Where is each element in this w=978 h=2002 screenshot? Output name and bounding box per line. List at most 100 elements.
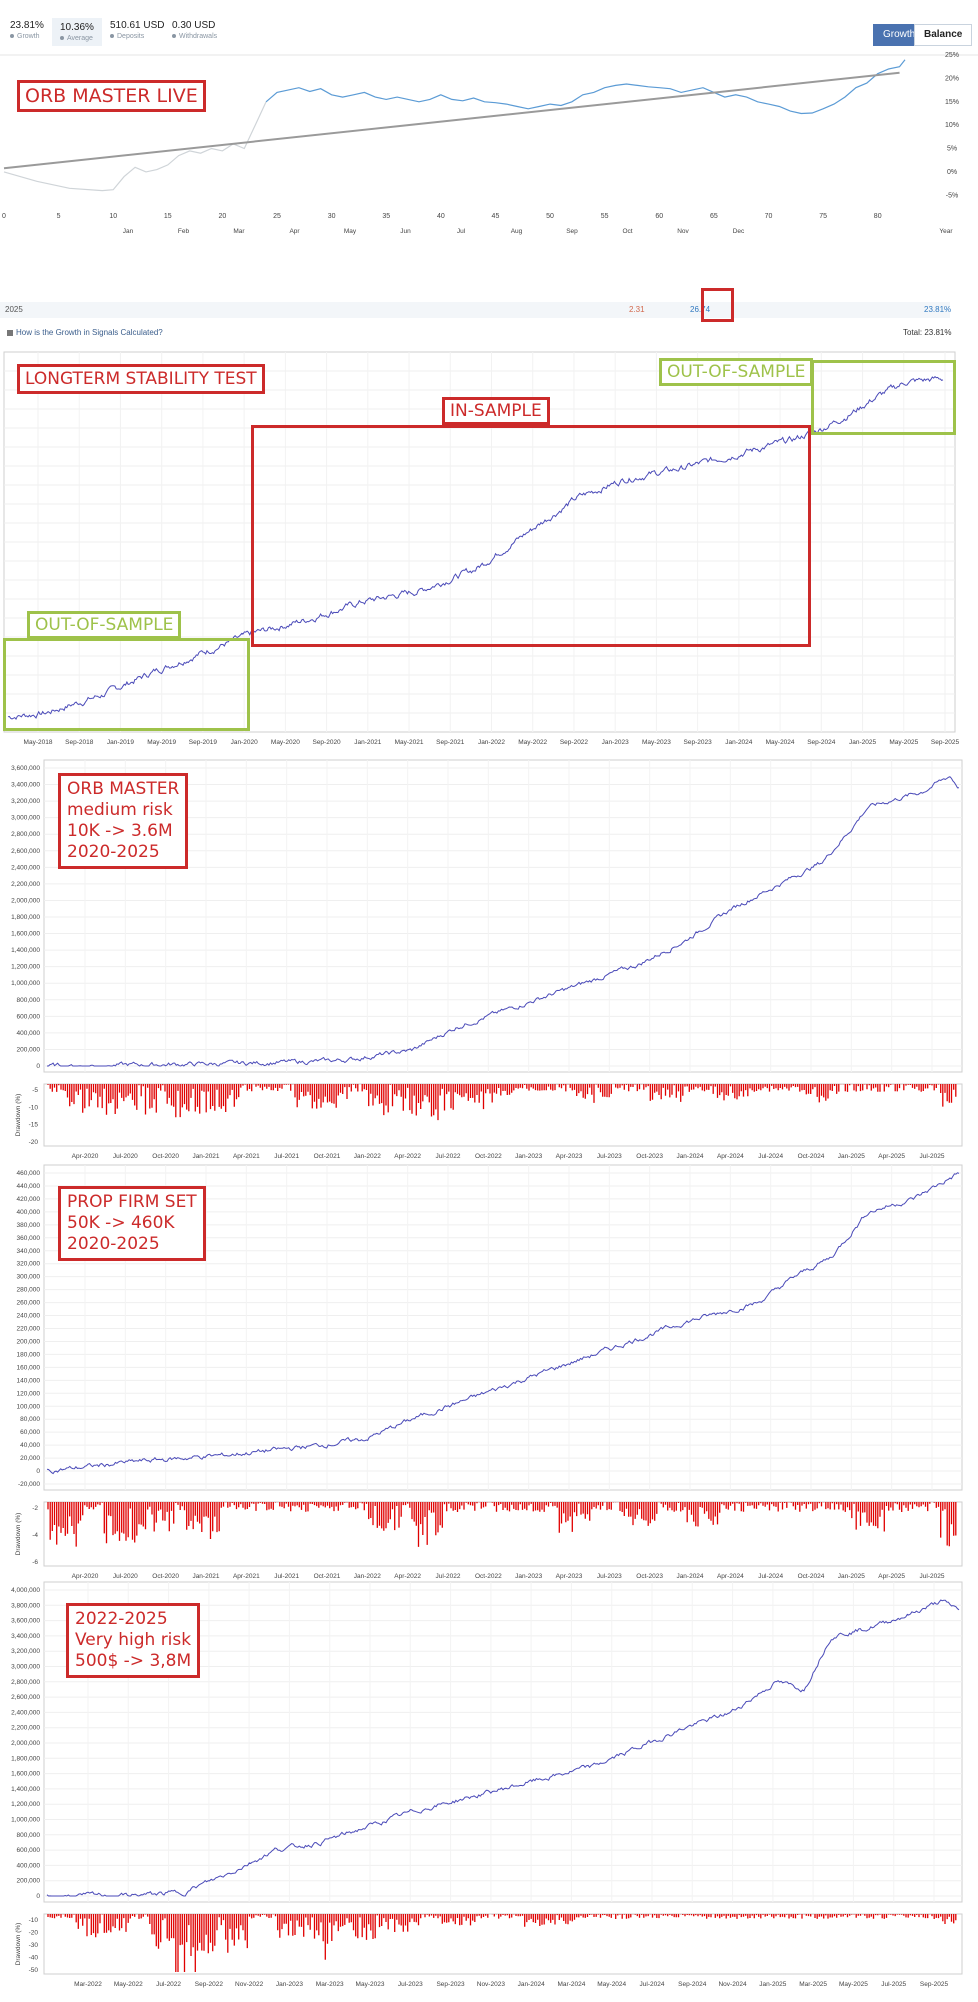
stat-growth-value: 23.81% [10,20,44,31]
month-tick-label: Aug [511,228,523,235]
month-tick-label: Apr [289,228,300,235]
y-tick-label: 1,800,000 [11,1755,40,1762]
y-tick-label: 3,000,000 [11,815,40,822]
x-tick-label: May-2021 [395,739,424,746]
x-tick-label: 65 [710,213,718,220]
y-tick-label: 100,000 [17,1403,41,1410]
y-tick-label: 2,000,000 [11,1740,40,1747]
x-tick-label: 20 [219,213,227,220]
y-tick-label: 420,000 [17,1196,41,1203]
help-link[interactable]: How is the Growth in Signals Calculated? [7,328,163,337]
balance-button[interactable]: Balance [914,24,973,46]
stat-growth[interactable]: 23.81% Growth [10,20,44,40]
y-tick-label: 80,000 [20,1416,40,1423]
dot-icon [60,36,64,41]
oct-highlight-box [701,288,734,322]
balance-line [7,376,944,721]
drawdown-plot-area [43,1501,963,1567]
dot-icon [10,34,14,39]
x-tick-label: 5 [57,213,61,220]
drawdown-tick-label: -6 [32,1559,38,1566]
drawdown-tick-label: -10 [29,1917,39,1924]
growth-button[interactable]: Growth [873,24,926,46]
y-tick-label: 600,000 [17,1847,41,1854]
x-tick-label: Jul-2024 [640,1981,665,1988]
balance-line [46,1172,960,1475]
drawdown-tick-label: -10 [29,1104,39,1111]
x-tick-label: 50 [546,213,554,220]
y-tick-label: 800,000 [17,997,41,1004]
y-tick-label: 1,600,000 [11,1771,40,1778]
x-tick-label: May-2024 [597,1981,626,1988]
x-tick-label: Jul-2020 [113,1153,138,1160]
x-tick-label: Nov-2023 [477,1981,506,1988]
x-tick-label: Apr-2024 [717,1153,744,1160]
x-tick-label: 25 [273,213,281,220]
x-tick-label: Oct-2024 [798,1573,825,1580]
plot-area [43,759,963,1073]
y-tick-label: 3,200,000 [11,1648,40,1655]
y-tick-label: 0 [36,1063,40,1070]
y-tick-label: 1,800,000 [11,914,40,921]
x-tick-label: Jan-2021 [192,1573,219,1580]
x-tick-label: Jan-2025 [838,1573,865,1580]
x-tick-label: Apr-2022 [394,1573,421,1580]
x-tick-label: May-2018 [24,739,53,746]
x-tick-label: May-2023 [356,1981,385,1988]
x-tick-label: Jan-2022 [354,1153,381,1160]
y-tick-label: 340,000 [17,1248,41,1255]
x-tick-label: Jul-2024 [758,1153,783,1160]
x-tick-label: 15 [164,213,172,220]
drawdown-tick-label: -30 [29,1942,39,1949]
y-tick-label: 2,200,000 [11,881,40,888]
longterm-title: LONGTERM STABILITY TEST [17,364,265,394]
y-tick-label: 140,000 [17,1377,41,1384]
stat-deposits[interactable]: 510.61 USD Deposits [110,20,164,40]
drawdown-tick-label: -40 [29,1955,39,1962]
x-tick-label: 80 [874,213,882,220]
year-row: 2025 2.31 26.74 23.81% [0,302,951,318]
y-tick-label: 3,000,000 [11,1664,40,1671]
stat-growth-label: Growth [17,33,40,40]
x-tick-label: Jul-2023 [398,1981,423,1988]
y-tick-label: 3,600,000 [11,765,40,772]
y-tick-label: 400,000 [17,1030,41,1037]
x-tick-label: Jan-2025 [838,1153,865,1160]
growth-line-early [3,101,267,192]
drawdown-axis-label: Drawdown (%) [15,1923,22,1966]
x-tick-label: May-2019 [147,739,176,746]
x-tick-label: Oct-2022 [475,1573,502,1580]
stat-withdrawals[interactable]: 0.30 USD Withdrawals [172,20,217,40]
prop-line-1: PROP FIRM SET [67,1192,197,1212]
x-tick-label: Apr-2020 [72,1573,99,1580]
y-tick-label: 1,400,000 [11,947,40,954]
y-tick-label: 20,000 [20,1455,40,1462]
sep-value: 2.31 [629,305,645,314]
month-tick-label: Jun [400,228,411,235]
x-tick-label: Jan-2023 [515,1573,542,1580]
stat-average[interactable]: 10.36% Average [52,18,102,46]
y-tick-label: 260,000 [17,1300,41,1307]
y-tick-label: 360,000 [17,1235,41,1242]
x-tick-label: Jan-2023 [515,1153,542,1160]
x-tick-label: Sep-2025 [920,1981,949,1988]
x-tick-label: Jul-2022 [436,1573,461,1580]
x-tick-label: Apr-2021 [233,1153,260,1160]
stat-average-label: Average [67,35,93,42]
x-tick-label: 30 [328,213,336,220]
x-tick-label: 70 [765,213,773,220]
y-tick-label: 1,600,000 [11,931,40,938]
x-tick-label: 35 [382,213,390,220]
y-tick-label: 3,400,000 [11,782,40,789]
month-tick-label: Mar [233,228,245,235]
x-tick-label: Mar-2025 [799,1981,827,1988]
y-tick-label: 1,000,000 [11,1817,40,1824]
x-tick-label: Jan-2025 [759,1981,786,1988]
y-tick-label: 60,000 [20,1429,40,1436]
drawdown-tick-label: -4 [32,1532,38,1539]
x-tick-label: Nov-2024 [718,1981,747,1988]
x-tick-label: May-2022 [114,1981,143,1988]
oos-left-box [3,638,250,731]
x-tick-label: Jan-2023 [602,739,629,746]
y-tick-label: 280,000 [17,1287,41,1294]
